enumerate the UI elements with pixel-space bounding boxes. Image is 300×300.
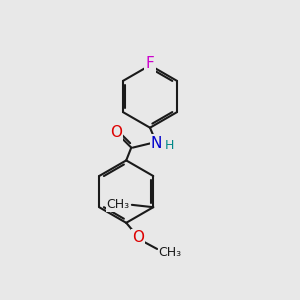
Text: O: O bbox=[110, 125, 122, 140]
Text: H: H bbox=[165, 139, 175, 152]
Text: F: F bbox=[146, 56, 154, 71]
Text: N: N bbox=[151, 136, 162, 151]
Text: CH₃: CH₃ bbox=[106, 198, 130, 211]
Text: O: O bbox=[132, 230, 144, 245]
Text: CH₃: CH₃ bbox=[159, 246, 182, 259]
